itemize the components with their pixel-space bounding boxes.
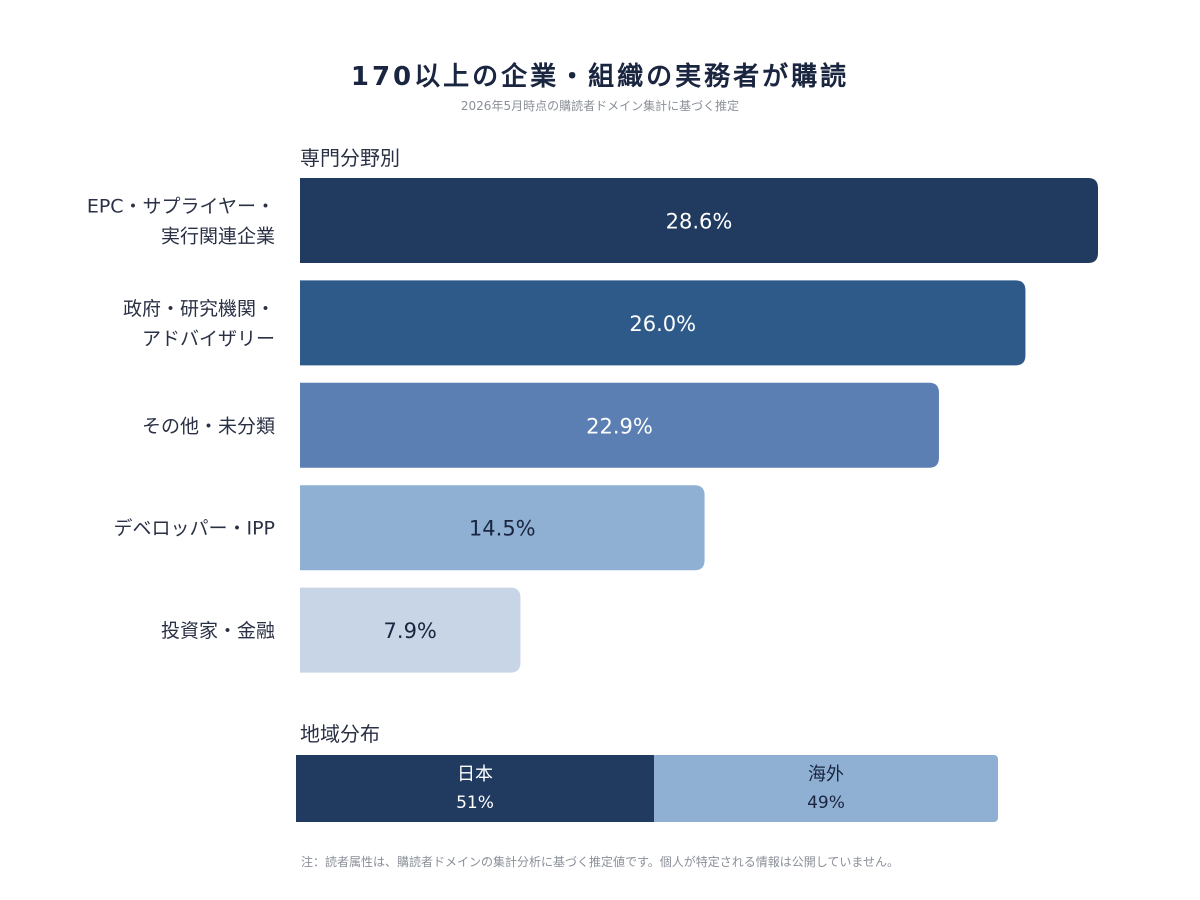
bar-value-label-1: 28.6% (666, 210, 733, 234)
region-value-label-1: 51% (456, 792, 494, 813)
bar-4 (300, 485, 705, 571)
category-label-2: 政府・研究機関・アドバイザリー (123, 298, 275, 350)
region-segment-2: 海外 49% (654, 755, 998, 822)
bar-value-label-4: 14.5% (469, 517, 536, 541)
field-section-heading: 専門分野別 (300, 146, 400, 170)
region-stacked-bar: 日本 51% 海外 49% (296, 755, 998, 822)
bar-value-label-5: 7.9% (384, 619, 437, 643)
region-name-2: 海外 (808, 763, 844, 785)
bar-value-label-2: 26.0% (629, 312, 696, 336)
category-label-4: デベロッパー・IPP (113, 518, 275, 540)
region-name-1: 日本 (457, 763, 493, 785)
region-segment-1: 日本 51% (296, 755, 655, 822)
category-label-5: 投資家・金融 (161, 620, 275, 642)
footnote: 注：読者属性は、購読者ドメインの集計分析に基づく推定値です。個人が特定される情報… (300, 855, 900, 869)
category-label-1: EPC・サプライヤー・実行関連企業 (87, 196, 275, 248)
region-section-heading: 地域分布 (300, 722, 380, 746)
bar-2 (300, 280, 1026, 366)
category-label-3: その他・未分類 (142, 415, 275, 437)
bar-5 (300, 587, 521, 673)
chart-title: 170以上の企業・組織の実務者が購読 (350, 62, 850, 92)
bar-value-label-3: 22.9% (586, 414, 653, 438)
bar-1 (300, 178, 1098, 263)
bar-3 (300, 382, 939, 468)
region-value-label-2: 49% (807, 792, 845, 813)
field-bar-chart: 28.6% EPC・サプライヤー・実行関連企業 26.0% 政府・研究機関・アドバイザ… (87, 178, 1098, 673)
chart-subtitle: 2026年5月時点の購読者ドメイン集計に基づく推定 (460, 99, 740, 113)
